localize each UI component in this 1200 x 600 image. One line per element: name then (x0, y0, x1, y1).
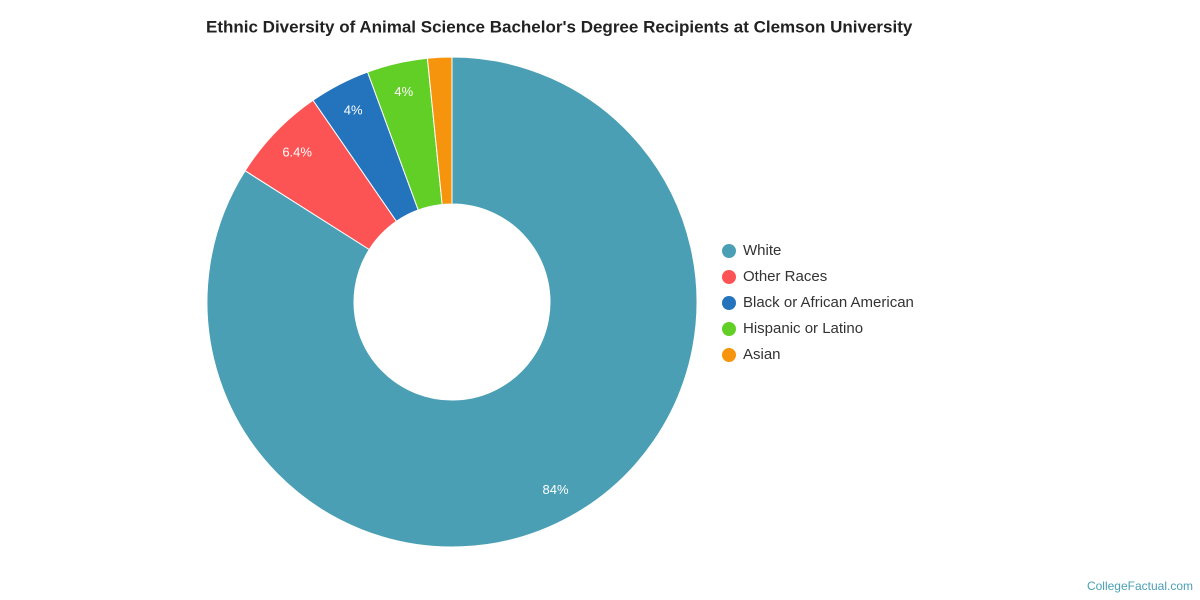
value-label: 4% (344, 102, 363, 117)
value-label: 84% (543, 482, 569, 497)
legend-label: White (743, 242, 781, 259)
legend-marker (722, 270, 736, 284)
legend-marker (722, 322, 736, 336)
legend-label: Asian (743, 346, 781, 363)
legend-marker (722, 244, 736, 258)
value-label: 4% (394, 84, 413, 99)
chart-title: Ethnic Diversity of Animal Science Bache… (206, 17, 913, 36)
slice (206, 56, 698, 548)
legend-marker (722, 296, 736, 310)
legend-label: Other Races (743, 268, 827, 285)
legend-label: Black or African American (743, 294, 914, 311)
legend-label: Hispanic or Latino (743, 320, 863, 337)
source[interactable]: CollegeFactual.com (1087, 579, 1193, 593)
slice (426, 56, 453, 206)
legend-marker (722, 348, 736, 362)
value-label: 6.4% (282, 144, 312, 159)
